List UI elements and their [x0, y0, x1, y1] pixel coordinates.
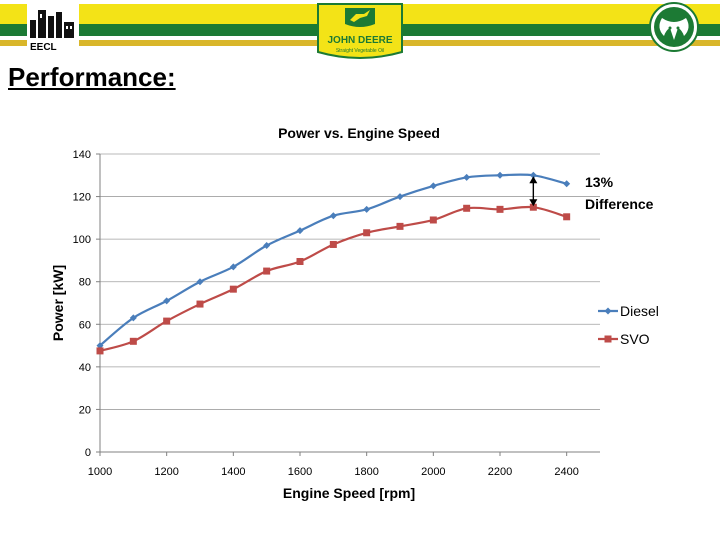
slide-header: EECL JOHN DEERE Straight Vegetable Oil [0, 0, 720, 60]
x-tick-label: 1800 [354, 466, 378, 478]
svo-series-line [99, 205, 567, 352]
x-tick-label: 1000 [88, 466, 112, 478]
john-deere-text: JOHN DEERE [327, 35, 392, 46]
difference-annotation-text: Difference [585, 196, 654, 212]
diesel-data-point [196, 278, 204, 286]
y-axis-label: Power [kW] [50, 265, 66, 341]
svo-data-point [429, 216, 437, 224]
diesel-legend-label: Diesel [620, 303, 659, 319]
y-tick-label: 100 [73, 234, 91, 246]
y-tick-label: 80 [79, 277, 91, 289]
svo-data-point [263, 267, 271, 275]
svo-data-point [96, 347, 104, 355]
arrow-down-icon [529, 199, 538, 207]
slide-title: Performance: [8, 62, 176, 92]
y-tick-label: 60 [79, 319, 91, 331]
axes [96, 153, 600, 456]
diesel-data-point [563, 180, 571, 188]
svo-data-point [163, 317, 171, 325]
svo-legend-marker [604, 335, 612, 343]
leaping-deer-icon [345, 8, 375, 27]
diesel-data-point [96, 342, 104, 350]
y-tick-label: 120 [73, 192, 91, 204]
svo-data-point [229, 285, 237, 293]
diesel-data-point [296, 227, 304, 235]
svo-legend-label: SVO [620, 331, 650, 347]
difference-annotation: 13% Difference [529, 174, 654, 212]
chart-title: Power vs. Engine Speed [278, 125, 440, 141]
x-axis-label: Engine Speed [rpm] [283, 485, 415, 501]
diesel-data-point [163, 297, 171, 305]
x-tick-label: 2400 [554, 466, 578, 478]
factory-building-icon [27, 4, 79, 52]
svo-data-point [329, 240, 337, 248]
header-banner: EECL JOHN DEERE Straight Vegetable Oil [0, 0, 720, 59]
y-tick-label: 40 [79, 362, 91, 374]
svo-data-point [396, 222, 404, 230]
diesel-data-point [329, 212, 337, 220]
arrow-up-icon [529, 176, 538, 184]
svo-data-point [129, 337, 137, 345]
x-tick-label: 1400 [221, 466, 245, 478]
eecl-logo-text: EECL [30, 42, 57, 53]
difference-annotation-text: 13% [585, 174, 614, 190]
x-tick-label: 2200 [488, 466, 512, 478]
svo-data-point [363, 229, 371, 237]
svo-data-point [529, 203, 537, 211]
diesel-data-point [529, 171, 537, 179]
legend: Diesel SVO [598, 303, 659, 347]
svo-data-point [296, 257, 304, 265]
y-tick-label: 20 [79, 404, 91, 416]
svo-logo-text: Straight Vegetable Oil [336, 48, 384, 54]
diesel-data-point [363, 205, 371, 213]
diesel-data-point [496, 171, 504, 179]
svo-data-point [196, 300, 204, 308]
svo-data-point [563, 213, 571, 221]
svo-data-point [496, 205, 504, 213]
tick-labels: 0 20 40 60 80 100 120 140 1000 1200 1400 1600 1800 20… [73, 149, 579, 478]
y-tick-label: 140 [73, 149, 91, 161]
x-tick-label: 2000 [421, 466, 445, 478]
john-deere-logo: JOHN DEERE Straight Vegetable Oil [317, 3, 403, 59]
diesel-data-point [463, 173, 471, 181]
y-tick-label: 0 [85, 447, 91, 459]
diesel-data-point [129, 314, 137, 322]
diesel-data-point [263, 242, 271, 250]
x-tick-label: 1600 [288, 466, 312, 478]
diesel-data-point [429, 182, 437, 190]
gridlines [100, 153, 600, 410]
ram-head-icon [649, 2, 699, 52]
diesel-data-point [229, 263, 237, 271]
x-tick-label: 1200 [154, 466, 178, 478]
svo-data-point [463, 204, 471, 212]
diesel-legend-marker [604, 307, 612, 315]
series-lines [96, 171, 571, 355]
diesel-data-point [396, 193, 404, 201]
